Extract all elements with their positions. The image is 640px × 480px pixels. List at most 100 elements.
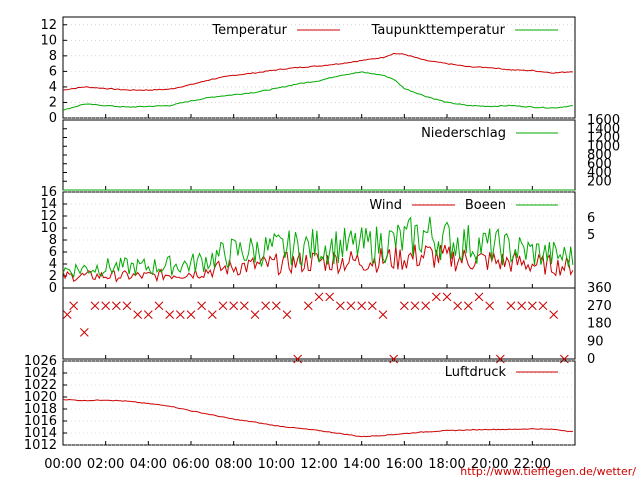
wind-direction-point xyxy=(250,310,260,319)
y-tick-label: 1600 xyxy=(587,113,620,128)
legend-label: Luftdruck xyxy=(445,365,507,380)
y-tick-label: 6 xyxy=(49,245,57,260)
x-tick-label: 22:00 xyxy=(514,457,551,472)
x-tick-label: 02:00 xyxy=(87,457,124,472)
wind-direction-point xyxy=(133,310,143,319)
wind-direction-point xyxy=(218,301,228,311)
wind-direction-point xyxy=(79,328,89,337)
y-tick-label: 12 xyxy=(40,209,57,224)
x-tick-label: 00:00 xyxy=(44,457,81,472)
x-tick-label: 08:00 xyxy=(215,457,252,472)
wind-direction-point xyxy=(175,310,185,319)
wind-direction-point xyxy=(453,301,463,311)
wind-direction-point xyxy=(538,301,548,311)
y-tick-label: 1014 xyxy=(24,426,57,441)
y-tick-label: 200 xyxy=(587,174,612,189)
y-tick-label: 8 xyxy=(49,233,57,248)
y-tick-label: 1012 xyxy=(24,438,57,453)
wind-direction-point xyxy=(527,301,537,311)
wind-direction-point xyxy=(165,310,175,319)
wind-direction-point xyxy=(154,301,164,311)
y-tick-label: 1026 xyxy=(24,354,57,369)
legend-label: Boeen xyxy=(465,198,506,213)
wind-direction-point xyxy=(431,292,441,302)
y-tick-label: 16 xyxy=(40,185,57,200)
y2-tick-label: 6 xyxy=(587,211,595,226)
wind-direction-point xyxy=(62,310,72,319)
wind-direction-point xyxy=(410,301,420,311)
y2-tick-label: 180 xyxy=(587,317,612,332)
wind-direction-point xyxy=(90,301,100,311)
y-tick-label: 0 xyxy=(49,111,57,126)
series-2-0 xyxy=(62,244,574,283)
legend-label: Niederschlag xyxy=(421,126,506,141)
y-tick-label: 8 xyxy=(49,49,57,64)
y2-tick-label: 0 xyxy=(587,352,595,367)
y2-tick-label: 360 xyxy=(587,281,612,296)
wind-direction-point xyxy=(314,292,324,302)
y-tick-label: 4 xyxy=(49,257,57,272)
y-tick-label: 600 xyxy=(587,157,612,172)
wind-direction-point xyxy=(421,301,431,311)
y-tick-label: 10 xyxy=(40,33,57,48)
wind-direction-point xyxy=(346,301,356,311)
y-tick-label: 6 xyxy=(49,64,57,79)
wind-direction-point xyxy=(239,301,249,311)
y-tick-label: 800 xyxy=(587,148,612,163)
y-tick-label: 14 xyxy=(40,197,57,212)
y-tick-label: 4 xyxy=(49,80,57,95)
wind-direction-point xyxy=(69,301,79,311)
y-tick-label: 1022 xyxy=(24,378,57,393)
wind-direction-point xyxy=(325,292,335,302)
wind-direction-point xyxy=(111,301,121,311)
panel-frame-3 xyxy=(62,287,576,360)
series-0-0 xyxy=(62,52,573,91)
x-tick-label: 04:00 xyxy=(130,457,167,472)
wind-direction-point xyxy=(282,310,292,319)
y-tick-label: 10 xyxy=(40,221,57,236)
wind-direction-point xyxy=(474,292,484,302)
x-tick-label: 16:00 xyxy=(386,457,423,472)
wind-direction-point xyxy=(143,310,153,319)
wind-direction-point xyxy=(122,301,132,311)
wind-direction-point xyxy=(485,301,495,311)
wind-direction-point xyxy=(101,301,111,311)
y-tick-label: 1018 xyxy=(24,402,57,417)
y-tick-label: 2 xyxy=(49,269,57,284)
wind-direction-point xyxy=(186,310,196,319)
wind-direction-point xyxy=(549,310,559,319)
series-2-1 xyxy=(62,216,574,279)
x-tick-label: 20:00 xyxy=(471,457,508,472)
wind-direction-point xyxy=(357,301,367,311)
series-4-0 xyxy=(62,398,573,438)
y-tick-label: 12 xyxy=(40,18,57,33)
wind-direction-point xyxy=(367,301,377,311)
x-tick-label: 06:00 xyxy=(172,457,209,472)
wind-direction-point xyxy=(335,301,345,311)
wind-direction-point xyxy=(389,354,399,364)
wind-direction-point xyxy=(463,301,473,311)
y-tick-label: 1016 xyxy=(24,414,57,429)
series-0-1 xyxy=(62,71,573,112)
wind-direction-point xyxy=(293,354,303,364)
wind-direction-point xyxy=(197,301,207,311)
y-tick-label: 2 xyxy=(49,95,57,110)
x-tick-label: 10:00 xyxy=(258,457,295,472)
wind-direction-point xyxy=(378,310,388,319)
wind-direction-point xyxy=(559,354,569,364)
y-tick-label: 1020 xyxy=(24,390,57,405)
y-tick-label: 0 xyxy=(49,281,57,296)
y-tick-label: 1000 xyxy=(587,139,620,154)
wind-direction-point xyxy=(495,354,505,364)
wind-direction-point xyxy=(207,310,217,319)
wind-direction-point xyxy=(229,301,239,311)
y-tick-label: 1400 xyxy=(587,122,620,137)
legend-label: Temperatur xyxy=(211,23,287,38)
wind-direction-point xyxy=(271,301,281,311)
y-tick-label: 1200 xyxy=(587,131,620,146)
legend-label: Wind xyxy=(369,198,402,213)
x-tick-label: 12:00 xyxy=(300,457,337,472)
legend-label: Taupunkttemperatur xyxy=(371,23,506,38)
wind-direction-point xyxy=(517,301,527,311)
